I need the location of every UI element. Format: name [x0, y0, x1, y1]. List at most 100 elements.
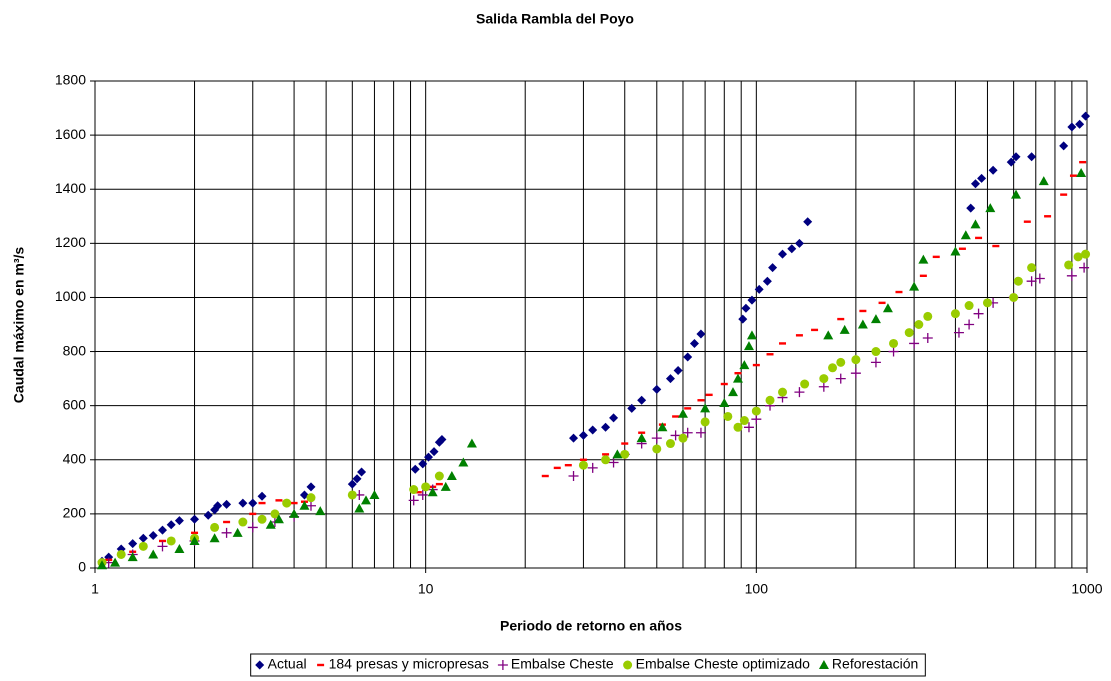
plus-marker	[870, 357, 881, 368]
y-tick-label: 1400	[55, 180, 86, 196]
circle-marker	[739, 416, 749, 426]
triangle-marker	[1038, 176, 1049, 186]
triangle-marker	[839, 324, 850, 334]
triangle-marker	[273, 514, 284, 524]
dash-marker	[249, 512, 257, 516]
diamond-marker	[778, 249, 788, 259]
plus-marker	[221, 527, 232, 538]
circle-marker	[778, 387, 788, 397]
legend-box	[250, 653, 926, 677]
triangle-marker	[746, 330, 757, 340]
plus-marker	[408, 495, 419, 506]
circle-marker	[923, 311, 933, 321]
plus-marker	[835, 373, 846, 384]
circle-marker	[282, 498, 292, 508]
circle-marker	[623, 660, 633, 670]
y-tick-label: 1600	[55, 126, 86, 142]
circle-marker	[116, 549, 126, 559]
diamond-marker	[578, 430, 588, 440]
diamond-marker	[747, 295, 757, 305]
triangle-marker	[612, 449, 623, 459]
plus-marker	[964, 319, 975, 330]
triangle-marker	[458, 457, 469, 467]
y-tick-label: 1800	[55, 72, 86, 88]
diamond-marker	[190, 514, 200, 524]
circle-marker	[409, 485, 419, 495]
triangle-marker	[732, 373, 743, 383]
diamond-marker	[1006, 157, 1016, 167]
plus-marker	[157, 541, 168, 552]
diamond-marker	[683, 352, 693, 362]
dash-marker	[621, 442, 629, 445]
dash-marker	[766, 353, 774, 356]
triangle-marker	[354, 503, 365, 513]
triangle-marker	[700, 403, 711, 413]
dash-marker	[811, 328, 819, 332]
legend: Actual 184 presas y micropresas Embalse Ch…	[255, 656, 918, 672]
triangle-marker	[636, 433, 647, 443]
triangle-marker	[232, 527, 243, 537]
x-tick-label: 10	[418, 581, 434, 597]
diamond-marker	[988, 165, 998, 175]
dash-marker	[795, 334, 803, 337]
plus-marker	[682, 427, 693, 438]
y-tick-label: 600	[63, 396, 87, 412]
diamond-marker	[174, 516, 184, 526]
plus-marker	[651, 433, 662, 444]
triangle-marker	[918, 254, 929, 264]
triangle-marker	[289, 508, 300, 518]
diamond-marker	[255, 660, 265, 670]
dash-marker	[1044, 215, 1052, 218]
diamond-marker	[689, 338, 699, 348]
diamond-marker	[248, 498, 258, 508]
circle-marker	[652, 444, 662, 454]
plus-marker	[247, 522, 258, 533]
diamond-marker	[696, 329, 706, 339]
x-axis-label: Periodo de retorno en años	[500, 618, 682, 634]
diamond-marker	[738, 314, 748, 324]
triangle-marker	[360, 495, 371, 505]
dash-marker	[638, 431, 646, 434]
plus-marker	[497, 660, 508, 670]
y-tick-label: 400	[63, 450, 87, 466]
plus-marker	[743, 422, 754, 433]
diamond-marker	[637, 395, 647, 405]
diamond-marker	[794, 238, 804, 248]
dash-marker	[317, 663, 325, 667]
plus-marker	[973, 308, 984, 319]
circle-marker	[1081, 249, 1091, 259]
dash-marker	[958, 247, 966, 250]
dash-marker	[672, 415, 680, 418]
diamond-marker	[213, 501, 223, 511]
triangle-marker	[466, 438, 477, 448]
dash-marker	[435, 482, 443, 486]
diamond-marker	[627, 403, 637, 413]
diamond-marker	[203, 510, 213, 520]
dash-marker	[158, 539, 166, 543]
triangle-marker	[265, 519, 276, 529]
triangle-marker	[882, 303, 893, 313]
legend-label: 184 presas y micropresas	[329, 656, 489, 672]
circle-marker	[257, 514, 267, 524]
dash-marker	[290, 501, 298, 505]
triangle-marker	[315, 506, 326, 516]
diamond-marker	[673, 365, 683, 375]
x-tick-label: 1000	[1071, 581, 1102, 597]
triangle-marker	[657, 422, 668, 432]
triangle-marker	[1011, 189, 1022, 199]
circle-marker	[434, 471, 444, 481]
triangle-marker	[127, 552, 138, 562]
circle-marker	[1064, 260, 1074, 270]
circle-marker	[678, 433, 688, 443]
dash-marker	[1079, 160, 1087, 164]
dash-marker	[275, 499, 283, 502]
dash-marker	[553, 466, 561, 470]
diamond-marker	[257, 491, 267, 501]
triangle-marker	[719, 397, 730, 407]
plus-marker	[850, 368, 861, 379]
plus-marker	[909, 338, 920, 349]
diamond-marker	[966, 203, 976, 213]
dash-marker	[932, 255, 940, 259]
diamond-marker	[970, 179, 980, 189]
